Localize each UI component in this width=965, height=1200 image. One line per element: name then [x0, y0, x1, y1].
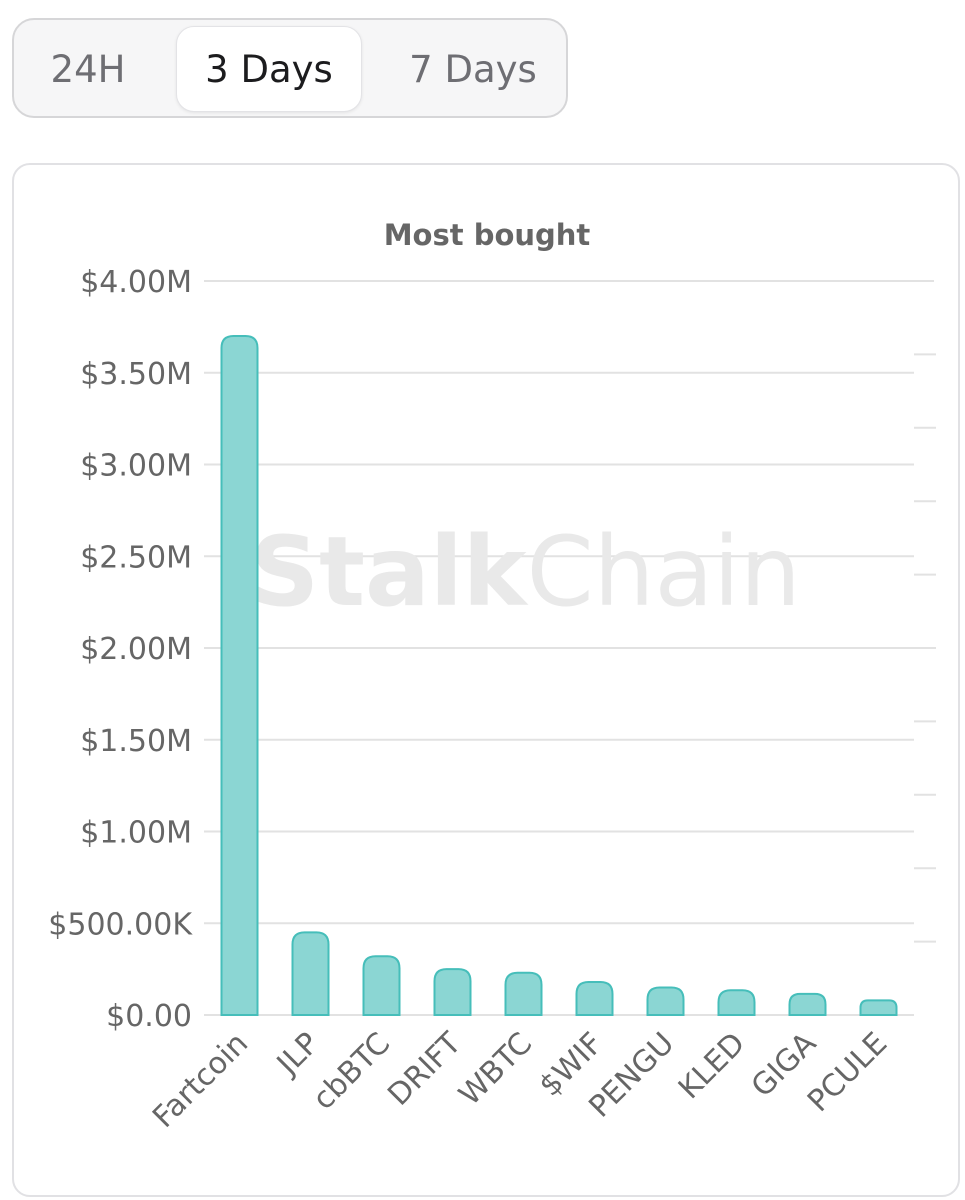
time-range-selector: 24H 3 Days 7 Days	[12, 18, 568, 118]
chart-card: StalkChain Most bought $0.00 $500.00K $1.0…	[12, 163, 960, 1197]
bar-jlp[interactable]	[291, 931, 330, 1016]
y-tick-label: $4.00M	[80, 265, 192, 300]
bar-pengu[interactable]	[646, 986, 685, 1016]
chart-title: Most bought	[384, 218, 591, 252]
y-tick-label: $2.50M	[80, 540, 192, 575]
bar-wif[interactable]	[575, 980, 614, 1016]
bar-chart: StalkChain Most bought $0.00 $500.00K $1.0…	[48, 218, 936, 1135]
x-tick-label: DRIFT	[381, 1025, 468, 1112]
bars	[220, 335, 898, 1016]
y-tick-label: $2.00M	[80, 632, 192, 667]
x-tick-label: WBTC	[452, 1026, 539, 1113]
bar-cbbtc[interactable]	[362, 955, 401, 1016]
y-tick-label: $0.00	[106, 999, 192, 1034]
tab-7-days[interactable]: 7 Days	[409, 47, 537, 91]
bar-wbtc[interactable]	[504, 971, 543, 1016]
tab-3-days[interactable]: 3 Days	[176, 26, 362, 112]
y-axis-ticks: $0.00 $500.00K $1.00M $1.50M $2.00M $2.50M $3.…	[48, 265, 193, 1034]
grid-lines	[204, 280, 936, 1016]
tab-24h[interactable]: 24H	[50, 47, 126, 91]
bar-pcule[interactable]	[859, 999, 898, 1016]
x-tick-label: JLP	[269, 1026, 326, 1083]
y-tick-label: $500.00K	[48, 907, 193, 942]
bar-fartcoin[interactable]	[220, 335, 259, 1016]
x-tick-label: PCULE	[801, 1026, 894, 1119]
bar-kled[interactable]	[717, 989, 756, 1016]
watermark: StalkChain	[250, 516, 801, 628]
watermark-light: Chain	[527, 516, 801, 628]
y-tick-label: $3.50M	[80, 357, 192, 392]
watermark-bold: Stalk	[250, 516, 529, 628]
x-tick-label: cbBTC	[306, 1026, 397, 1117]
x-axis-ticks: Fartcoin JLPcbBTCDRIFTWBTC$WIFPENGUKLEDGI…	[146, 1025, 894, 1134]
bar-drift[interactable]	[433, 968, 472, 1016]
y-tick-label: $1.50M	[80, 724, 192, 759]
y-tick-label: $1.00M	[80, 816, 192, 851]
y-tick-label: $3.00M	[80, 449, 192, 484]
bar-giga[interactable]	[788, 992, 827, 1016]
x-tick-label: Fartcoin	[146, 1026, 255, 1135]
x-tick-label: KLED	[672, 1026, 752, 1106]
